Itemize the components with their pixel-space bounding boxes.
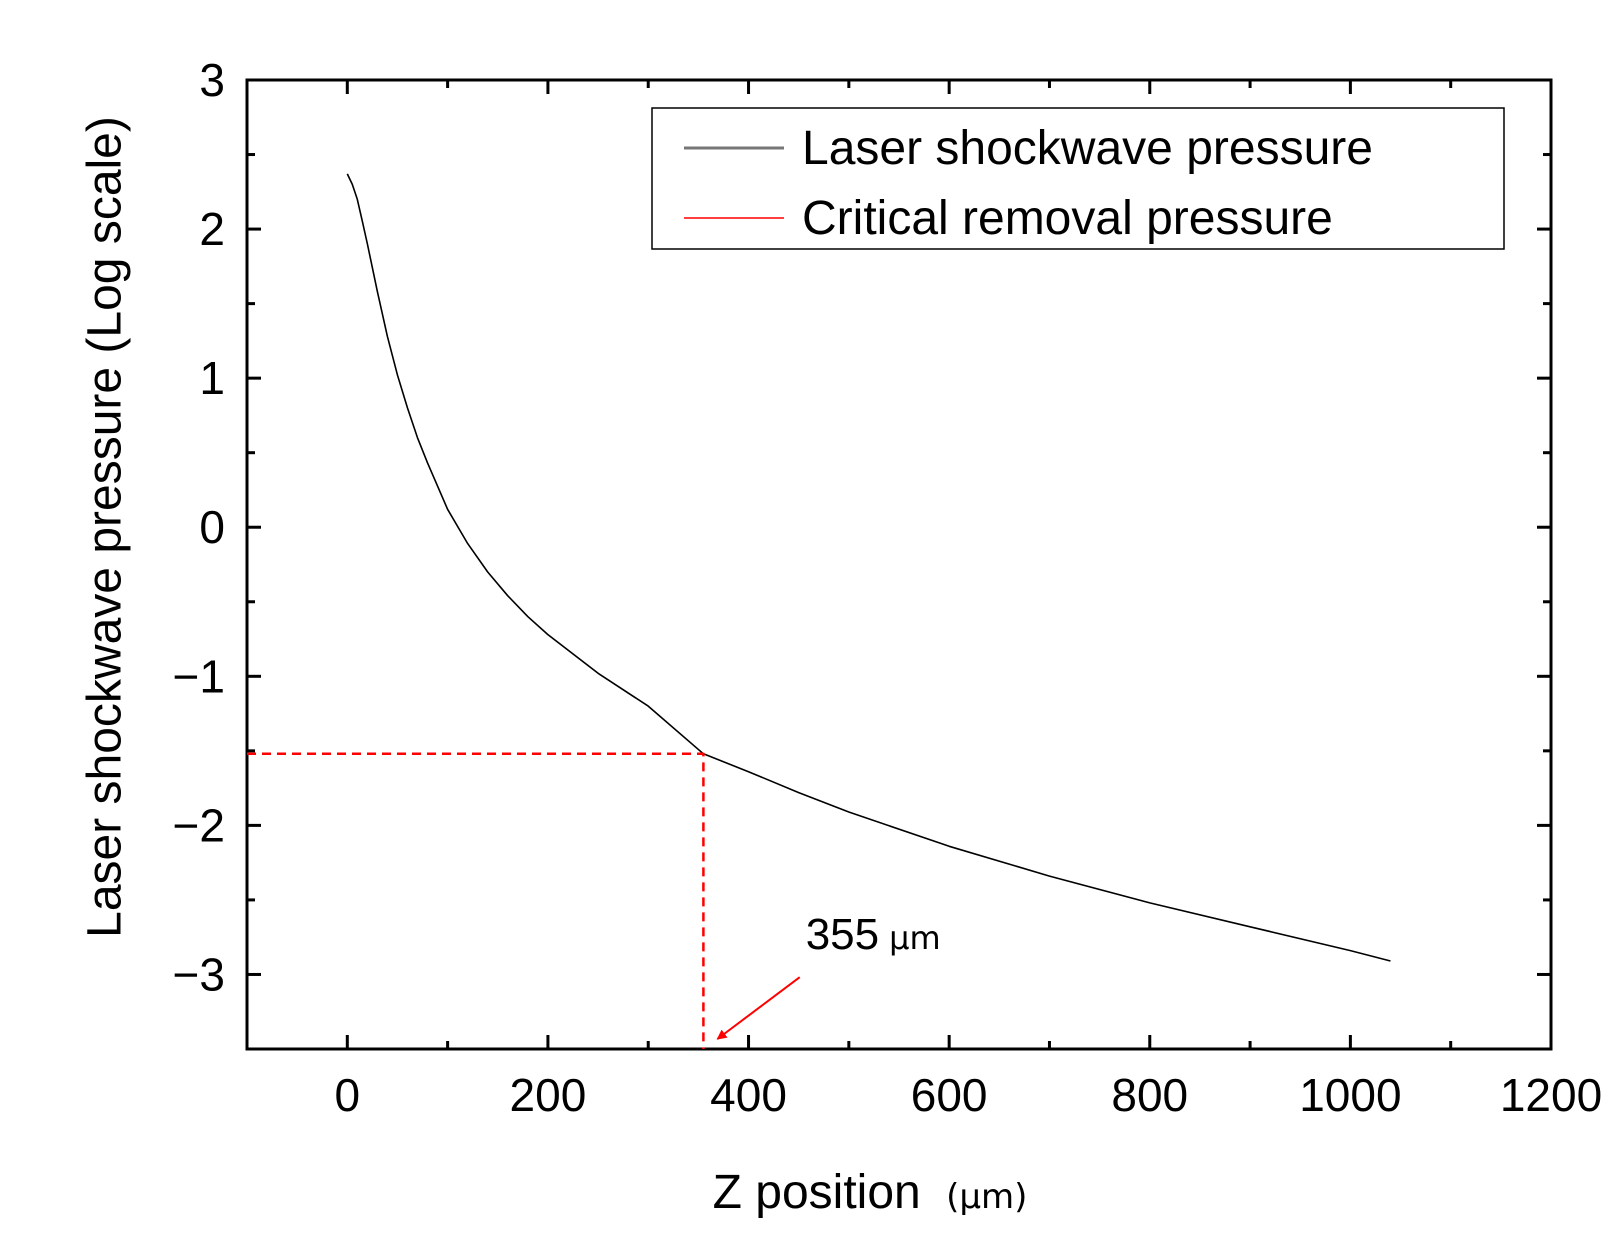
y-axis-title-group: Laser shockwave pressure (Log scale): [79, 116, 132, 938]
x-tick-label: 1200: [1500, 1069, 1602, 1121]
y-tick-label: 0: [199, 501, 225, 553]
y-tick-label: −3: [173, 948, 225, 1000]
x-tick-label: 600: [911, 1069, 988, 1121]
y-tick-label: 1: [199, 352, 225, 404]
annotation-unit: μm: [889, 919, 941, 957]
legend-box: [651, 107, 1505, 250]
x-axis-title: Z position (μm): [713, 1166, 1028, 1219]
x-axis-title-main: Z position: [713, 1166, 921, 1219]
y-tick-label: −1: [173, 650, 225, 702]
plot-layer: 0 200 400 600 800 1000 1200 −3 −2 −1 0 1 2 3 355 μm Lase…: [173, 54, 1603, 1121]
y-tick-label: 3: [199, 54, 225, 106]
legend-label: Critical removal pressure: [802, 192, 1333, 245]
x-axis-title-unit: (μm): [946, 1177, 1027, 1217]
plot-frame: [245, 78, 1553, 1051]
x-tick-label: 0: [335, 1069, 361, 1121]
series-line-laser-shockwave-pressure: [346, 173, 1391, 962]
x-tick-label: 200: [510, 1069, 587, 1121]
series-line-critical-removal-pressure: [247, 752, 705, 1049]
annotation-number: 355: [806, 910, 879, 959]
x-tick-label: 800: [1111, 1069, 1188, 1121]
y-tick-label: 2: [199, 203, 225, 255]
y-axis-title: Laser shockwave pressure (Log scale): [79, 116, 132, 938]
x-tick-label: 1000: [1299, 1069, 1401, 1121]
legend-label: Laser shockwave pressure: [802, 122, 1373, 175]
x-tick-label: 400: [710, 1069, 787, 1121]
annotation-label: 355 μm: [806, 910, 941, 959]
y-tick-label: −2: [173, 799, 225, 851]
annotation-arrow: [716, 976, 801, 1040]
